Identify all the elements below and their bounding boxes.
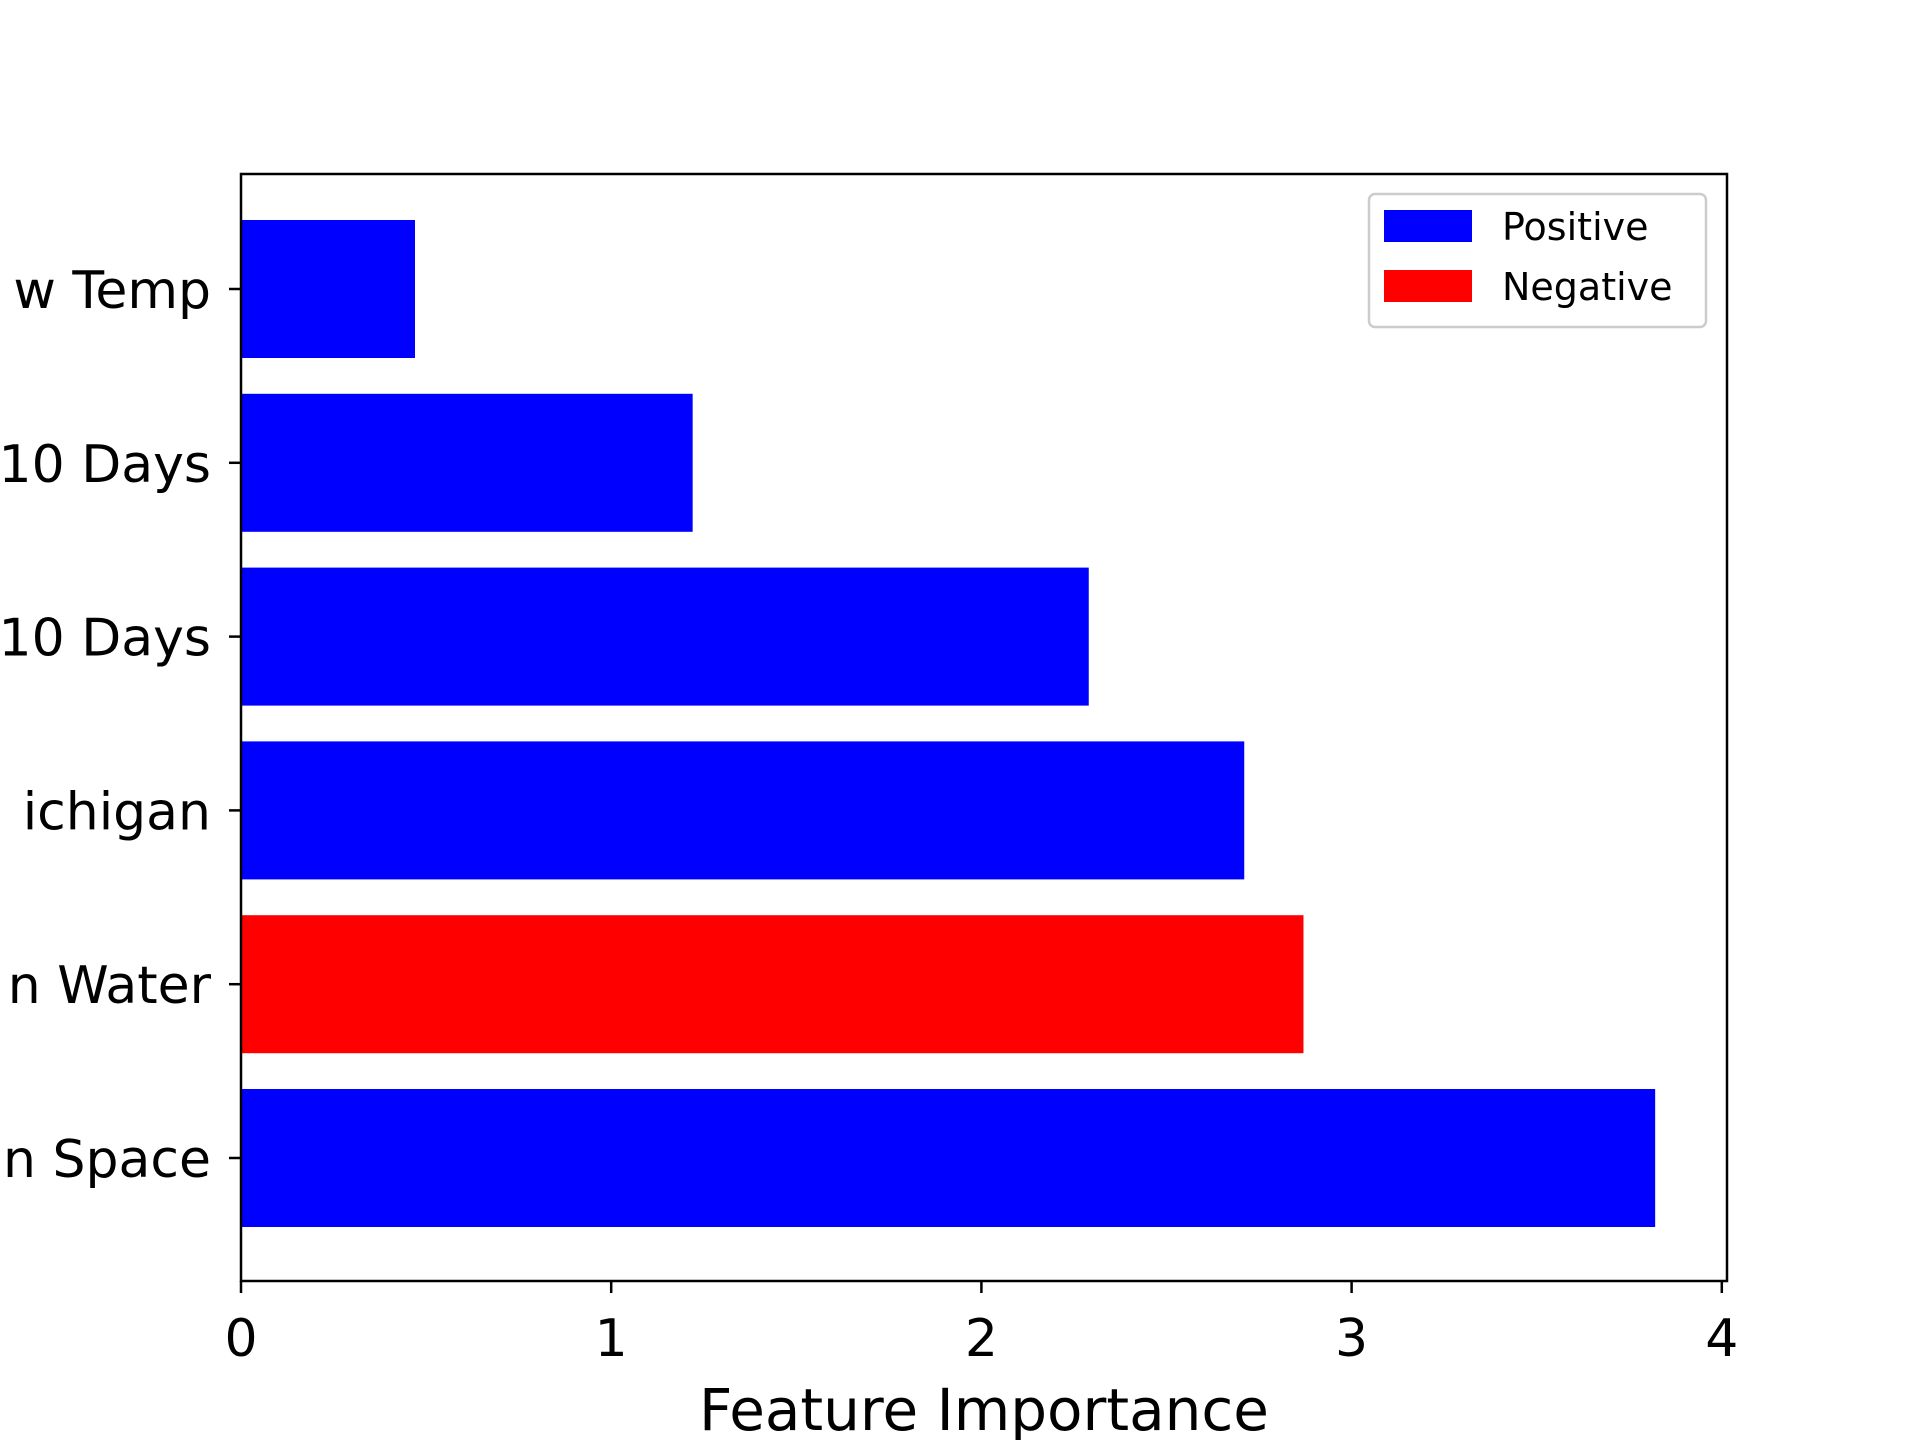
x-axis-label: Feature Importance [699, 1376, 1269, 1440]
x-tick-label-4: 4 [1705, 1309, 1738, 1369]
y-tick-label-0: n Space [3, 1130, 211, 1190]
y-tick-label-5: w Temp [13, 261, 211, 321]
plot-frame [239, 172, 1729, 1283]
legend-label-negative: Negative [1502, 265, 1673, 309]
y-axis: n Space n Water ichigan 10 Days 10 Days w Tem… [0, 261, 241, 1190]
x-axis: 0 1 2 3 4 [224, 1281, 1738, 1369]
legend-swatch-negative [1384, 270, 1472, 302]
legend-label-positive: Positive [1502, 205, 1649, 249]
x-tick-label-3: 3 [1335, 1309, 1368, 1369]
bar-5 [241, 220, 415, 358]
x-tick-label-2: 2 [965, 1309, 998, 1369]
bar-4 [241, 393, 693, 532]
bar-0 [241, 1089, 1656, 1227]
y-tick-label-1: n Water [8, 956, 212, 1016]
legend: Positive Negative [1367, 192, 1708, 329]
bar-2 [241, 741, 1245, 880]
bar-1 [241, 915, 1304, 1054]
x-tick-label-1: 1 [595, 1309, 628, 1369]
y-tick-label-3: 10 Days [0, 609, 211, 669]
bar-3 [241, 567, 1089, 706]
y-tick-label-4: 10 Days [0, 435, 211, 495]
y-tick-label-2: ichigan [23, 782, 211, 842]
legend-swatch-positive [1384, 210, 1472, 242]
x-tick-label-0: 0 [224, 1309, 257, 1369]
bars-group [241, 220, 1656, 1227]
